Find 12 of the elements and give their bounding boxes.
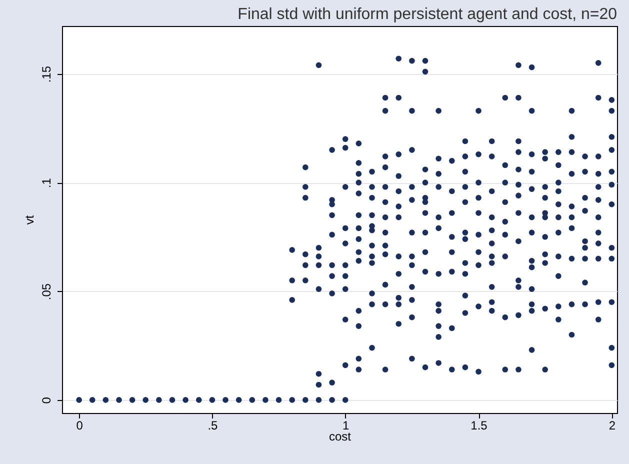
y-tick-label: 0 [40, 396, 54, 404]
chart-title: Final std with uniform persistent agent and cost, n=20 [238, 6, 618, 23]
x-tick-label: .5 [208, 418, 218, 432]
y-tick-label: .15 [40, 66, 54, 83]
y-tick-label: .05 [40, 283, 54, 300]
x-tick-label: 1 [342, 418, 350, 432]
y-tick-label: .1 [40, 178, 54, 188]
x-axis-title: cost [328, 430, 352, 444]
x-tick-label: 2 [608, 418, 616, 432]
x-tick-label: 0 [76, 418, 84, 432]
x-tick-label: 1.5 [470, 418, 488, 432]
y-axis-title: vt [22, 214, 36, 225]
